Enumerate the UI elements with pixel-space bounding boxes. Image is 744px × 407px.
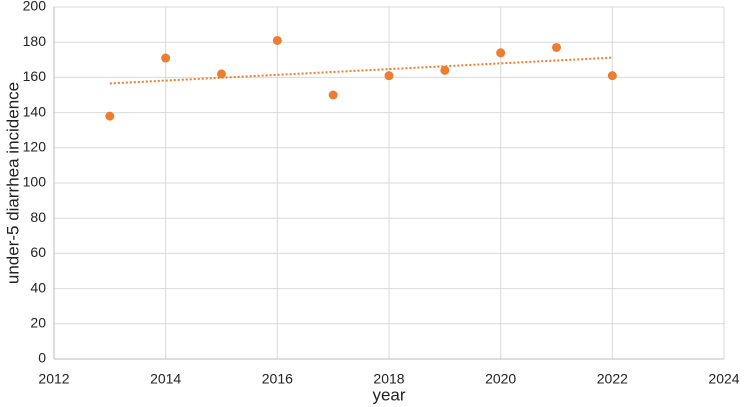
y-tick-label: 0 [38,350,46,366]
x-tick-label: 2012 [38,371,69,387]
point [105,111,115,121]
y-tick-label: 120 [23,139,47,155]
y-tick-label: 40 [30,279,46,295]
point [272,35,282,45]
point [607,71,617,81]
y-axis-title: under-5 diarrhea incidence [3,82,22,284]
point [496,48,506,58]
x-tick-label: 2018 [373,371,404,387]
x-tick-label: 2016 [262,371,293,387]
y-tick-label: 200 [23,0,47,14]
point [328,90,338,100]
x-tick-label: 2022 [597,371,628,387]
y-tick-label: 160 [23,68,47,84]
trendline [109,56,613,85]
point [217,69,226,79]
x-tick-label: 2020 [485,371,516,387]
point [384,71,394,81]
y-tick-label: 180 [23,33,47,49]
point [161,53,171,63]
y-tick-label: 100 [23,174,47,190]
point [440,65,450,75]
x-axis-title: year [372,385,405,404]
x-tick-label: 2024 [708,371,739,387]
y-tick-label: 80 [30,209,46,225]
y-tick-label: 140 [23,103,47,119]
point [552,42,561,52]
x-tick-label: 2014 [150,371,181,387]
y-tick-label: 20 [30,315,46,331]
y-tick-label: 60 [30,244,46,260]
